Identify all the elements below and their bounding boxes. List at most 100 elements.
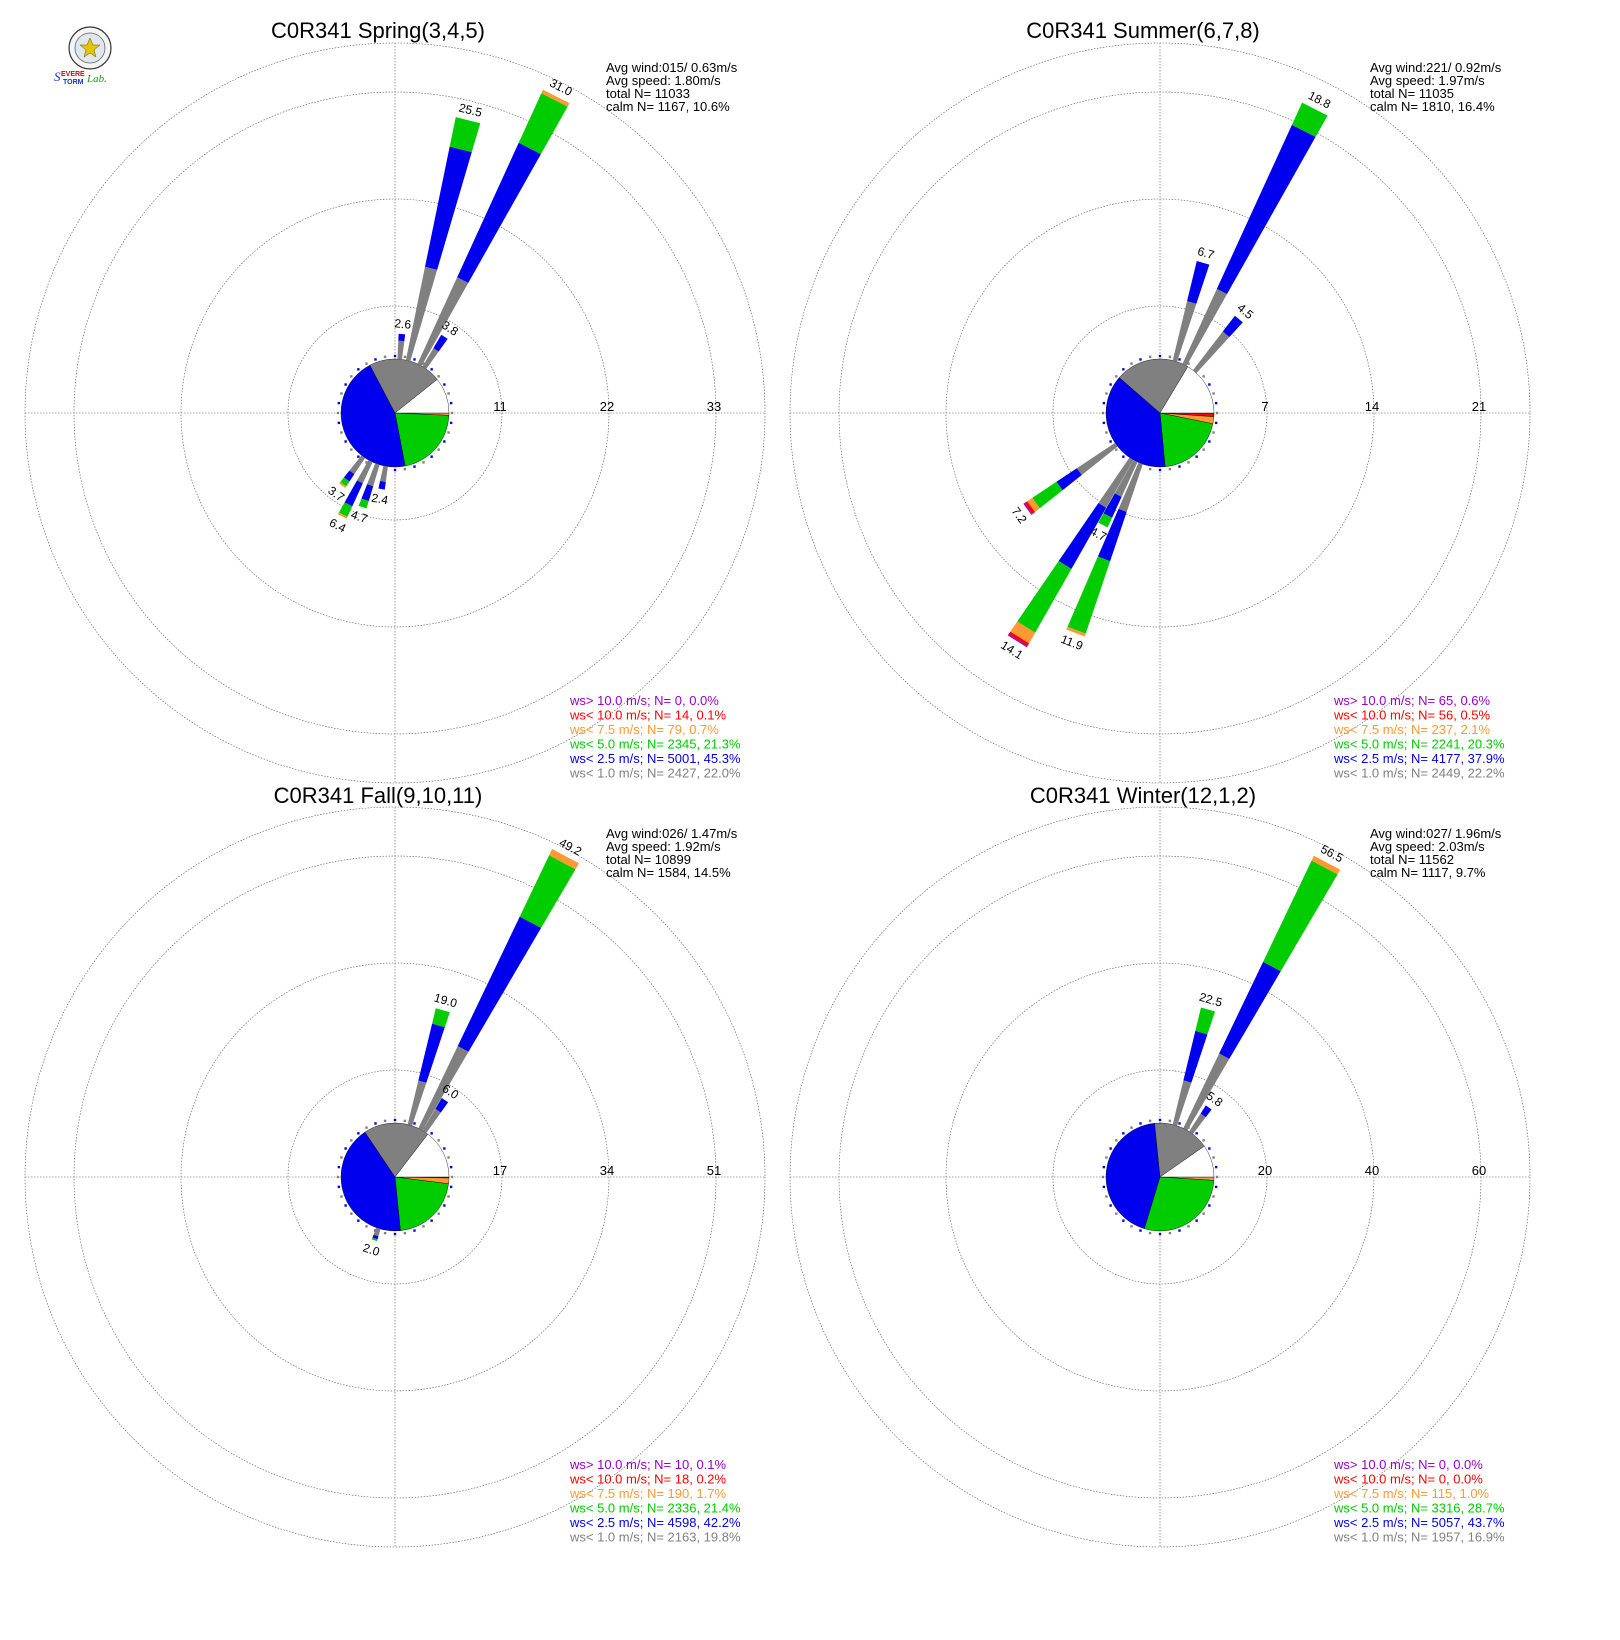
bar-seg-lt25 (343, 470, 355, 482)
stats-line: calm N= 1167, 10.6% (606, 99, 730, 114)
direction-tick (365, 1126, 368, 1129)
direction-tick (447, 1195, 450, 1198)
bar-seg-lt1 (422, 348, 439, 369)
direction-tick (413, 1229, 416, 1232)
bar-seg-lt25 (372, 1234, 379, 1240)
legend-entry-lt1: ws< 1.0 m/s; N= 1957, 16.9% (1333, 1530, 1505, 1545)
direction-tick (1158, 354, 1162, 358)
legend-entry-lt5: ws< 5.0 m/s; N= 2345, 21.3% (569, 737, 741, 752)
bar-seg-lt1 (349, 455, 366, 475)
bar-seg-lt5 (358, 498, 369, 509)
direction-tick (1109, 1204, 1112, 1207)
legend-entry-lt10: ws< 10.0 m/s; N= 18, 0.2% (569, 1472, 727, 1487)
legend-entry-gt10: ws> 10.0 m/s; N= 0, 0.0% (569, 693, 719, 708)
legend-entry-lt1: ws< 1.0 m/s; N= 2163, 19.8% (569, 1530, 741, 1545)
direction-tick (1187, 461, 1190, 464)
direction-tick (344, 383, 347, 386)
chart-title: C0R341 Spring(3,4,5) (271, 18, 485, 43)
direction-tick (1195, 455, 1198, 458)
bar-seg-lt25 (457, 142, 541, 283)
direction-tick (1212, 431, 1215, 434)
bar-seg-lt5 (1067, 556, 1111, 634)
direction-tick (403, 1231, 407, 1235)
bar-seg-lt25 (398, 333, 406, 342)
direction-tick (430, 455, 433, 458)
direction-tick (1105, 392, 1108, 395)
direction-tick (447, 392, 450, 395)
direction-tick (344, 1204, 347, 1207)
direction-tick (1130, 1225, 1133, 1228)
legend-entry-lt1: ws< 1.0 m/s; N= 2449, 22.2% (1333, 766, 1505, 781)
direction-tick (336, 411, 340, 415)
direction-tick (403, 1119, 407, 1123)
direction-tick (1102, 421, 1106, 425)
bar-seg-lt1 (1172, 1080, 1192, 1126)
legend-entry-lt5: ws< 5.0 m/s; N= 3316, 28.7% (1333, 1501, 1505, 1516)
direction-tick (1105, 1156, 1108, 1159)
direction-tick (340, 392, 343, 395)
pie-slice-lt25 (1105, 377, 1166, 468)
direction-tick (340, 431, 343, 434)
direction-tick (374, 1122, 377, 1125)
bar-seg-lt5 (432, 1008, 450, 1028)
ring-tick-label: 7 (1261, 399, 1268, 414)
direction-tick (340, 1156, 343, 1159)
direction-tick (1168, 355, 1172, 359)
lab-logo: S EVERE TORM Lab. (54, 26, 112, 86)
stats-line: total N= 11035 (1370, 86, 1454, 101)
stats-line: Avg wind:015/ 0.63m/s (606, 60, 738, 75)
direction-tick (1178, 358, 1181, 361)
bar-seg-lt1 (397, 340, 405, 360)
direction-tick (1178, 465, 1181, 468)
direction-tick (393, 1118, 397, 1122)
direction-tick (365, 1225, 368, 1228)
pie-slice-lt5 (1144, 1176, 1215, 1232)
ring-tick-label: 40 (1365, 1163, 1379, 1178)
direction-tick (350, 1139, 353, 1142)
direction-tick (1148, 1231, 1152, 1235)
ring-tick-label: 21 (1472, 399, 1486, 414)
bar-seg-lt1 (1118, 462, 1143, 512)
direction-tick (1178, 1122, 1181, 1125)
direction-tick (1148, 467, 1152, 471)
bar-seg-lt25 (418, 1023, 445, 1083)
direction-tick (1214, 421, 1218, 425)
direction-tick (449, 421, 453, 425)
direction-tick (337, 401, 341, 405)
direction-tick (1130, 362, 1133, 365)
stats-line: total N= 11562 (1370, 852, 1454, 867)
direction-tick (1214, 1185, 1218, 1189)
stats-line: Avg speed: 2.03m/s (1370, 839, 1485, 854)
legend-entry-lt75: ws< 7.5 m/s; N= 79, 0.7% (569, 722, 719, 737)
bar-seg-lt25 (435, 1098, 449, 1113)
direction-tick (447, 431, 450, 434)
bar-seg-lt5 (338, 502, 353, 517)
bar-seg-lt25 (1200, 1105, 1212, 1118)
bar-seg-lt1 (373, 1227, 381, 1237)
direction-tick (1105, 1195, 1108, 1198)
bar-seg-lt25 (1216, 124, 1316, 295)
bar-seg-gt10 (1007, 634, 1028, 648)
direction-tick (1187, 362, 1190, 365)
direction-tick (1214, 1165, 1218, 1169)
direction-tick (437, 375, 440, 378)
direction-tick (350, 448, 353, 451)
direction-tick (1212, 1156, 1215, 1159)
legend-entry-lt75: ws< 7.5 m/s; N= 115, 1.0% (1333, 1486, 1490, 1501)
bar-seg-lt25 (1187, 260, 1210, 304)
legend-entry-lt5: ws< 5.0 m/s; N= 2336, 21.4% (569, 1501, 741, 1516)
direction-tick (336, 1175, 340, 1179)
bar-seg-lt75 (1311, 855, 1341, 875)
bar-seg-lt1 (1076, 442, 1118, 476)
svg-text:EVERE: EVERE (61, 71, 85, 78)
direction-tick (1168, 1119, 1172, 1123)
bar-seg-lt1 (357, 460, 373, 484)
stats-line: Avg speed: 1.80m/s (606, 73, 721, 88)
legend-entry-lt1: ws< 1.0 m/s; N= 2427, 22.0% (569, 766, 741, 781)
direction-tick (1202, 375, 1205, 378)
bar-seg-lt25 (1058, 502, 1107, 569)
bar-seg-lt1 (1114, 460, 1138, 497)
